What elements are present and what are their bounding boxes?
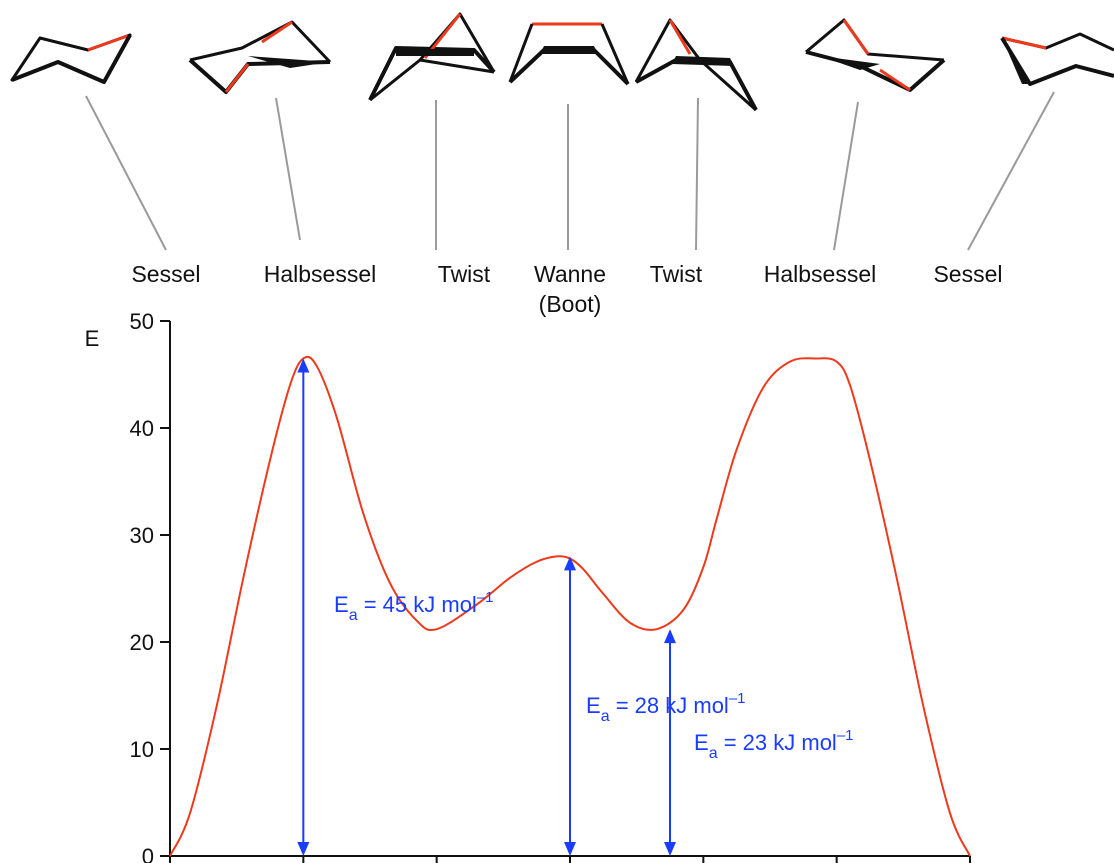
connector-line	[833, 101, 859, 251]
energy-arrow-head-up	[664, 629, 676, 644]
stage-label: Halbsessel	[264, 261, 377, 287]
connector-lines	[85, 91, 1055, 251]
y-axis-label: E	[85, 326, 100, 351]
energy-arrow-head-up	[297, 358, 310, 373]
half-chair-conformation-left	[188, 20, 332, 94]
twist-conformation-right	[634, 18, 758, 112]
stage-label: Wanne	[534, 261, 606, 287]
y-tick-label: 30	[130, 523, 154, 548]
y-tick-label: 10	[130, 737, 154, 762]
axes: 0 10 20 30 40 50 E	[85, 309, 971, 863]
connector-line	[967, 91, 1055, 251]
twist-conformation-left	[368, 12, 496, 102]
y-tick-label: 50	[130, 309, 154, 334]
stage-labels: Sessel Halbsessel Twist Wanne (Boot) Twist Hal…	[131, 261, 1002, 317]
stage-label: Twist	[650, 261, 703, 287]
boat-conformation	[508, 22, 630, 86]
energy-arrow-head-up	[564, 556, 576, 571]
chair-conformation-left	[10, 33, 132, 84]
connector-line	[275, 97, 301, 241]
y-tick-label: 20	[130, 630, 154, 655]
activation-energy-label: Ea = 45 kJ mol–1	[334, 589, 494, 624]
connector-line	[695, 97, 699, 251]
half-chair-conformation-right	[805, 18, 946, 92]
activation-energy-label: Ea = 23 kJ mol–1	[694, 727, 854, 762]
energy-arrow-head-down	[297, 842, 310, 856]
energy-arrow-head-down	[564, 842, 576, 856]
activation-energy-label: Ea = 28 kJ mol–1	[586, 690, 746, 725]
energy-arrow-head-down	[664, 842, 676, 856]
connector-line	[85, 95, 167, 251]
energy-curve	[169, 355, 971, 857]
stage-label: Twist	[438, 261, 491, 287]
stage-label: Sessel	[933, 261, 1002, 287]
chair-conformation-right	[1000, 32, 1114, 86]
activation-energy-annotations: Ea = 45 kJ mol–1 Ea = 28 kJ mol–1Ea = 23 …	[297, 358, 854, 856]
y-tick-label: 40	[130, 416, 154, 441]
stage-label: Sessel	[131, 261, 200, 287]
stage-sublabel: (Boot)	[539, 291, 602, 317]
conformation-drawings	[10, 12, 1114, 112]
stage-label: Halbsessel	[764, 261, 877, 287]
y-tick-label: 0	[142, 844, 154, 863]
